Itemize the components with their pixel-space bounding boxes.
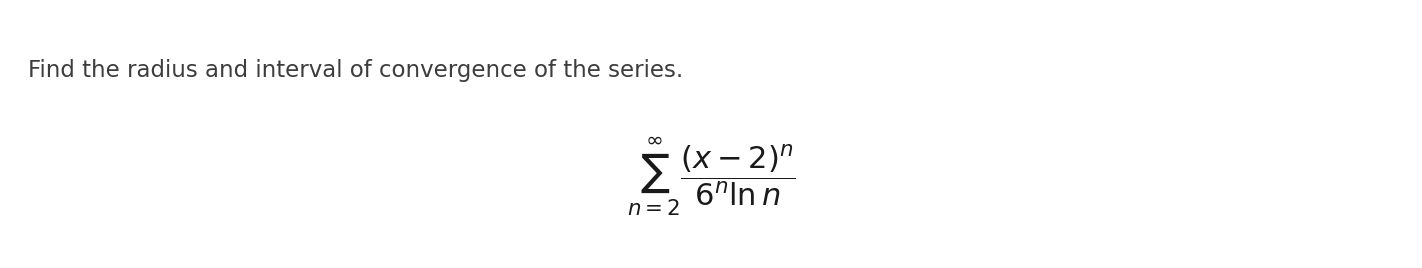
Text: Find the radius and interval of convergence of the series.: Find the radius and interval of converge… bbox=[28, 59, 684, 82]
Text: $\sum_{n=2}^{\infty} \dfrac{(x-2)^n}{6^n \ln n}$: $\sum_{n=2}^{\infty} \dfrac{(x-2)^n}{6^n… bbox=[627, 136, 795, 218]
